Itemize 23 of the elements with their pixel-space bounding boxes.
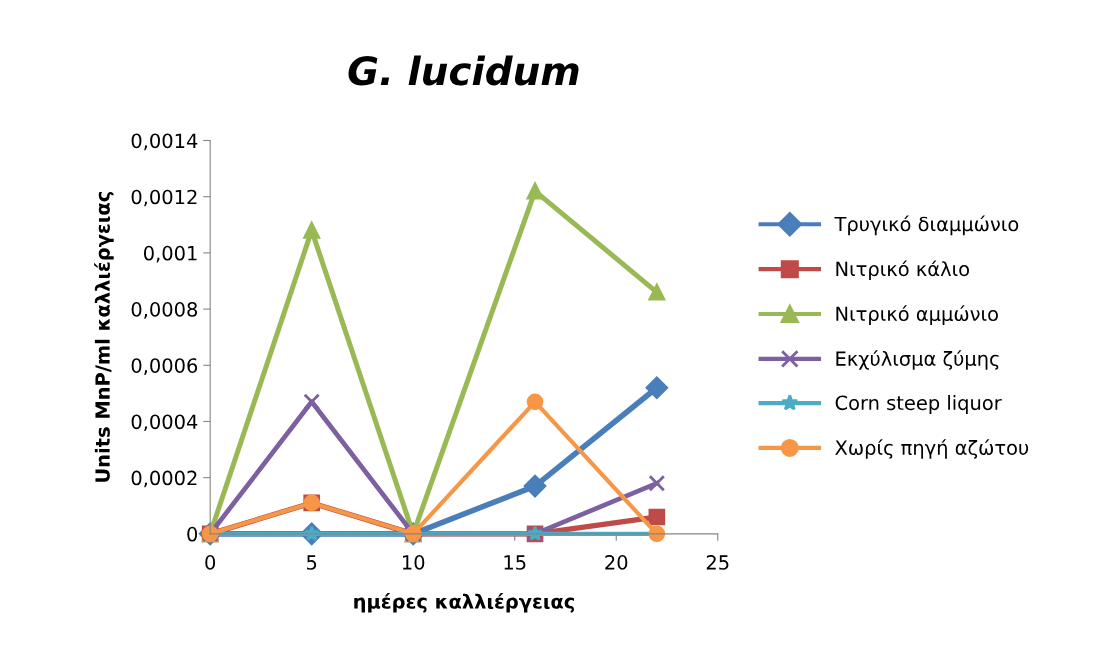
x-tick-label: 5	[307, 555, 317, 570]
x-tick-label: 25	[706, 555, 729, 570]
chart-title: G. lucidum	[348, 55, 579, 86]
x-tick-label: 10	[402, 555, 425, 570]
y-tick-label: 0,0002	[131, 470, 197, 488]
x-tick-label: 15	[504, 555, 526, 570]
y-tick-label: 0,0008	[131, 302, 198, 319]
y-tick-label: 0,0006	[131, 358, 198, 375]
y-tick-label: 0,001	[143, 245, 197, 263]
legend-label: Νιτρικό κάλιο	[836, 260, 970, 281]
legend-label: Εκχύλισμα ζύμης	[836, 350, 999, 370]
x-tick-label: 20	[605, 555, 628, 570]
legend-label: Corn steep liquor	[835, 395, 1002, 414]
x-tick-label: 0	[205, 555, 216, 570]
legend-label: Τρυγικό διαμμώνιο	[834, 215, 1019, 236]
y-tick-label: 0,0004	[131, 414, 198, 432]
y-tick-label: 0,0012	[131, 189, 197, 207]
y-axis-title: Units MnP/ml καλλιέργειας	[94, 192, 114, 482]
x-axis-title: ημέρες καλλιέργειας	[354, 592, 574, 613]
legend-label: Νιτρικό αμμώνιο	[836, 305, 998, 325]
legend-label: Χωρίς πηγή αζώτου	[835, 439, 1029, 459]
y-tick-label: 0	[187, 526, 198, 542]
y-tick-label: 0,0014	[131, 133, 198, 151]
